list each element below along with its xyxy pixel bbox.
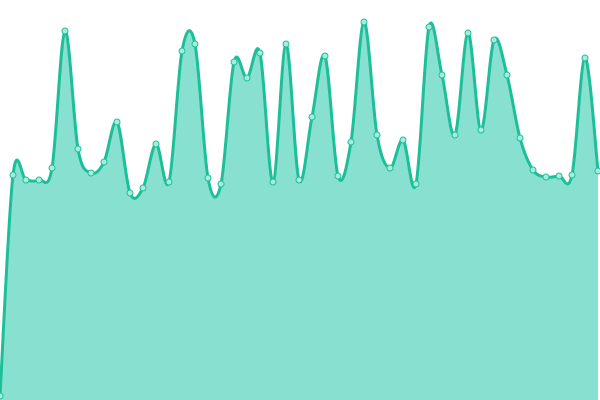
data-point — [490, 36, 498, 44]
data-point — [386, 164, 394, 172]
data-point — [412, 180, 420, 188]
data-point — [256, 49, 264, 57]
data-point — [555, 172, 563, 180]
data-point — [594, 167, 600, 175]
data-point — [542, 173, 550, 181]
data-point — [282, 40, 290, 48]
data-point — [35, 176, 43, 184]
data-point — [165, 178, 173, 186]
data-point — [477, 126, 485, 134]
data-point — [568, 171, 576, 179]
data-point — [126, 189, 134, 197]
data-point — [399, 136, 407, 144]
data-points — [0, 18, 600, 400]
data-point — [0, 392, 4, 400]
data-point — [438, 71, 446, 79]
data-point — [217, 180, 225, 188]
data-point — [334, 172, 342, 180]
data-point — [230, 58, 238, 66]
data-point — [425, 23, 433, 31]
data-point — [191, 40, 199, 48]
data-point — [347, 138, 355, 146]
data-point — [100, 158, 108, 166]
data-point — [22, 176, 30, 184]
data-point — [464, 29, 472, 37]
data-point — [516, 134, 524, 142]
data-point — [139, 184, 147, 192]
data-point — [178, 47, 186, 55]
data-point — [87, 169, 95, 177]
data-point — [48, 164, 56, 172]
data-point — [295, 176, 303, 184]
data-point — [373, 131, 381, 139]
data-point — [308, 113, 316, 121]
data-point — [360, 18, 368, 26]
data-point — [74, 145, 82, 153]
data-point — [113, 118, 121, 126]
data-point — [152, 140, 160, 148]
data-point — [9, 171, 17, 179]
data-point — [529, 166, 537, 174]
data-point — [243, 74, 251, 82]
data-point — [269, 178, 277, 186]
data-point — [581, 54, 589, 62]
data-point — [61, 27, 69, 35]
data-point — [451, 131, 459, 139]
data-point — [503, 71, 511, 79]
data-point — [204, 174, 212, 182]
data-point — [321, 52, 329, 60]
